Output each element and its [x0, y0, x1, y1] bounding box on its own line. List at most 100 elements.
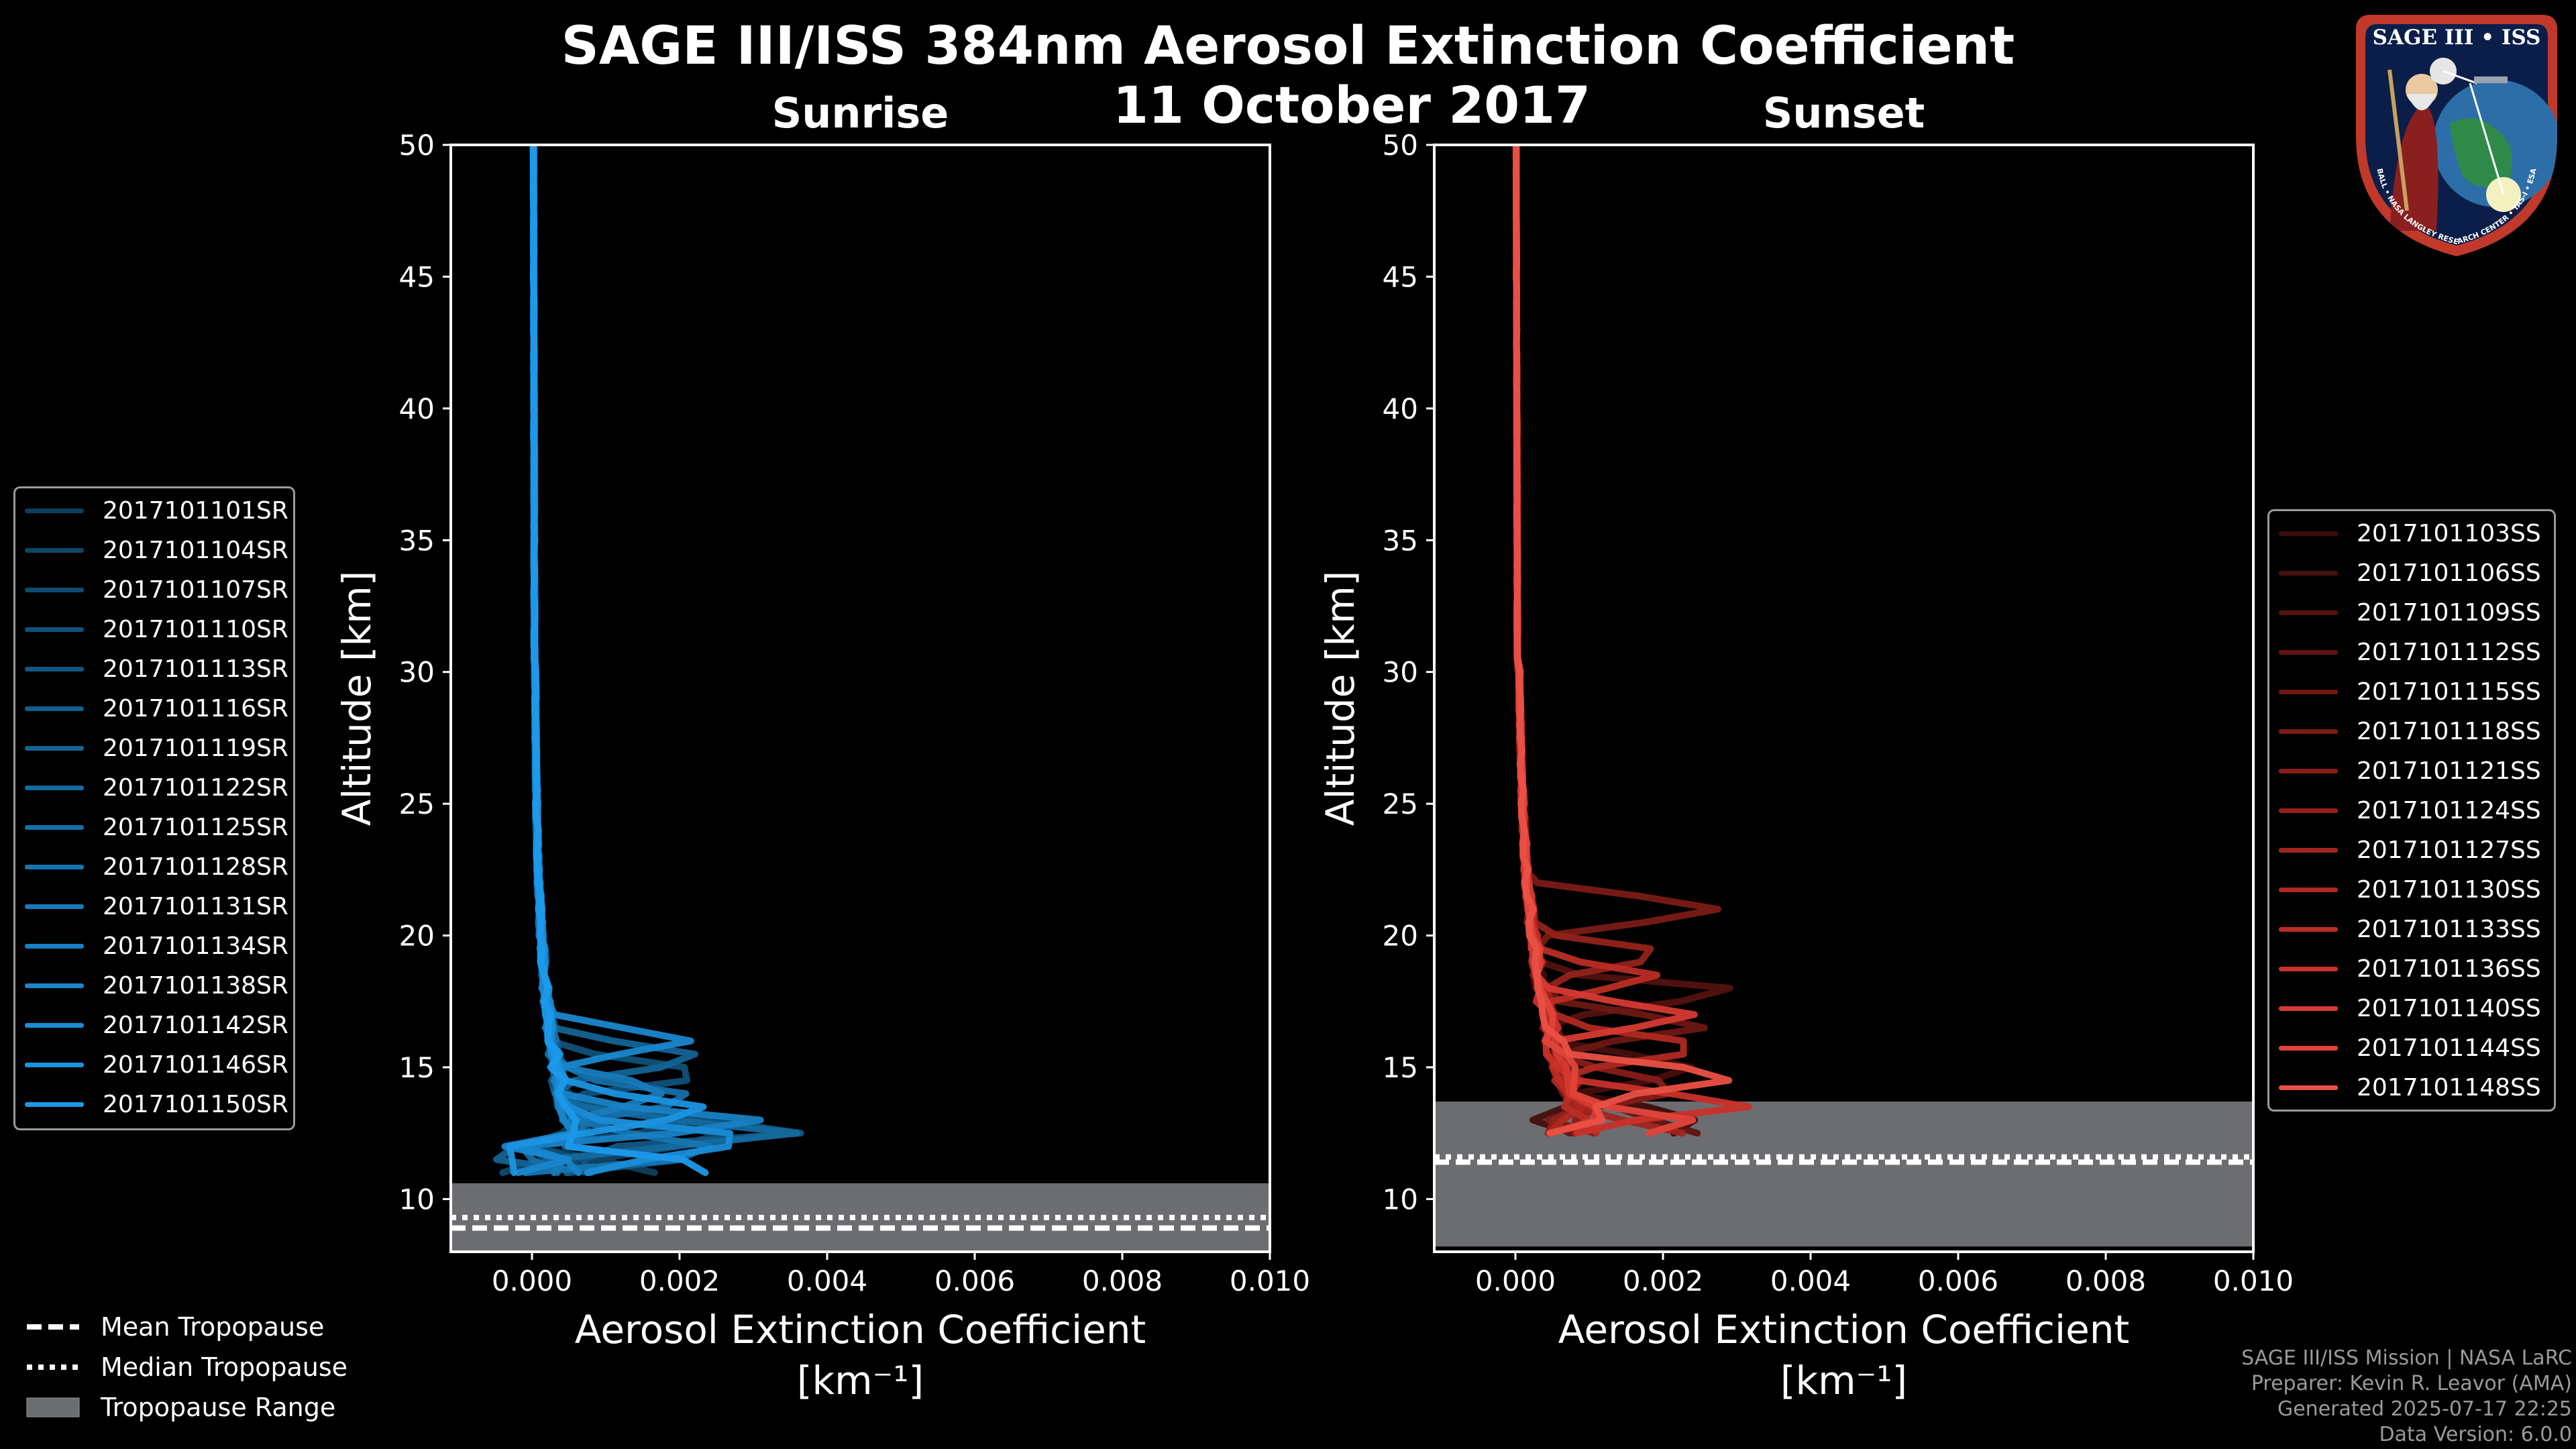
sunset-x-axis-unit: [km⁻¹] — [1780, 1358, 1907, 1403]
legend-swatch — [2279, 531, 2338, 536]
legend-label: 2017101104SR — [103, 537, 288, 564]
sunrise-ytick-label: 50 — [399, 129, 435, 162]
sunset-xtick-label: 0.010 — [2213, 1265, 2294, 1297]
sunset-xtick-label: 0.000 — [1475, 1265, 1556, 1297]
sunset-xtick-label: 0.002 — [1623, 1265, 1703, 1297]
legend-item-2017101118SS: 2017101118SS — [2269, 712, 2554, 751]
legend-item-2017101142SR: 2017101142SR — [15, 1006, 293, 1045]
sunrise-x-axis-label: Aerosol Extinction Coefficient — [575, 1307, 1146, 1352]
legend-median-tropopause: Median Tropopause — [25, 1347, 347, 1387]
legend-label: 2017101142SR — [103, 1012, 288, 1039]
legend-item-2017101131SR: 2017101131SR — [15, 887, 293, 926]
legend-swatch — [2279, 1006, 2338, 1011]
dashed-line-swatch — [25, 1317, 80, 1337]
legend-label: 2017101106SS — [2357, 559, 2541, 587]
legend-label: 2017101133SS — [2357, 916, 2541, 943]
legend-label: 2017101124SS — [2357, 797, 2541, 824]
legend-swatch — [25, 944, 84, 949]
sunset-profile-2017101148SS — [1512, 145, 1733, 1137]
sunrise-ytick-label: 15 — [399, 1051, 435, 1084]
legend-item-2017101150SR: 2017101150SR — [15, 1085, 293, 1124]
legend-item-2017101113SR: 2017101113SR — [15, 649, 293, 689]
sunrise-profile-2017101150SR — [529, 145, 709, 1177]
legend-swatch — [25, 983, 84, 988]
legend-item-2017101101SR: 2017101101SR — [15, 491, 293, 531]
legend-item-2017101122SR: 2017101122SR — [15, 768, 293, 808]
sunset-plot-frame — [1433, 144, 2255, 1253]
legend-item-2017101124SS: 2017101124SS — [2269, 791, 2554, 830]
median-tropopause-label: Median Tropopause — [101, 1352, 347, 1382]
logo-title: SAGE III • ISS — [2373, 25, 2541, 50]
legend-item-2017101115SS: 2017101115SS — [2269, 672, 2554, 712]
sunrise-legend: 2017101101SR 2017101104SR 2017101107SR 2017… — [13, 486, 295, 1130]
sunset-profiles — [1512, 145, 1752, 1137]
range-swatch — [25, 1397, 80, 1417]
legend-swatch — [25, 786, 84, 790]
credits-generated: Generated 2025-07-17 22:25 — [2277, 1397, 2572, 1421]
credits-block: SAGE III/ISS Mission | NASA LaRC Prepare… — [2241, 1346, 2572, 1448]
sunset-xtick-label: 0.004 — [1770, 1265, 1851, 1297]
legend-swatch — [2279, 808, 2338, 813]
legend-swatch — [25, 667, 84, 672]
sunset-legend: 2017101103SS 2017101106SS 2017101109SS 2017… — [2267, 509, 2556, 1112]
legend-swatch — [25, 1063, 84, 1067]
legend-item-2017101103SS: 2017101103SS — [2269, 514, 2554, 553]
legend-label: 2017101107SR — [103, 576, 288, 604]
sunset-xtick-label: 0.006 — [1918, 1265, 1998, 1297]
sunset-y-axis-label: Altitude [km] — [1318, 571, 1363, 826]
sunrise-profiles — [493, 145, 804, 1177]
legend-swatch — [25, 588, 84, 592]
legend-label: 2017101115SS — [2357, 678, 2541, 706]
sunrise-ytick-label: 10 — [399, 1183, 435, 1216]
figure-title-line1: SAGE III/ISS 384nm Aerosol Extinction Co… — [561, 16, 2015, 76]
sunrise-xtick-label: 0.006 — [934, 1265, 1015, 1297]
legend-label: 2017101131SR — [103, 893, 288, 920]
legend-label: 2017101150SR — [103, 1091, 288, 1118]
legend-swatch — [25, 746, 84, 751]
sunset-panel: 0.000 0.002 0.004 0.006 0.008 0.010 10 15 20 25 30… — [1318, 89, 2294, 1403]
legend-label: 2017101103SS — [2357, 520, 2541, 547]
legend-label: 2017101122SR — [103, 774, 288, 802]
legend-swatch — [2279, 967, 2338, 971]
legend-swatch — [2279, 927, 2338, 932]
legend-swatch — [2279, 848, 2338, 853]
legend-item-2017101128SR: 2017101128SR — [15, 847, 293, 887]
legend-label: 2017101136SS — [2357, 955, 2541, 983]
sunset-ytick-label: 10 — [1383, 1183, 1418, 1216]
legend-label: 2017101112SS — [2357, 639, 2541, 666]
sunset-ytick-label: 40 — [1383, 392, 1418, 425]
sunset-ytick-label: 15 — [1383, 1051, 1418, 1084]
sunset-ytick-label: 45 — [1383, 260, 1418, 293]
legend-label: 2017101134SR — [103, 932, 288, 960]
legend-mean-tropopause: Mean Tropopause — [25, 1307, 347, 1347]
legend-swatch — [2279, 610, 2338, 615]
sunrise-plot-frame — [449, 144, 1271, 1253]
legend-item-2017101138SR: 2017101138SR — [15, 966, 293, 1006]
figure-title-line2: 11 October 2017 — [1113, 75, 1591, 135]
sunrise-ytick-label: 30 — [399, 656, 435, 689]
legend-item-2017101125SR: 2017101125SR — [15, 808, 293, 847]
sunrise-ytick-label: 25 — [399, 788, 435, 820]
sunset-x-axis-label: Aerosol Extinction Coefficient — [1558, 1307, 2130, 1352]
legend-label: 2017101101SR — [103, 497, 288, 525]
sunset-ytick-label: 50 — [1383, 129, 1418, 162]
legend-item-2017101121SS: 2017101121SS — [2269, 751, 2554, 791]
tropopause-legend: Mean Tropopause Median Tropopause Tropop… — [25, 1307, 347, 1428]
legend-swatch — [25, 865, 84, 869]
legend-swatch — [25, 548, 84, 553]
sunrise-ytick-label: 40 — [399, 392, 435, 425]
legend-label: 2017101109SS — [2357, 599, 2541, 627]
legend-swatch — [25, 706, 84, 711]
legend-item-2017101146SR: 2017101146SR — [15, 1045, 293, 1085]
legend-swatch — [2279, 1046, 2338, 1051]
sunrise-panel-title: Sunrise — [772, 89, 949, 138]
legend-item-2017101104SR: 2017101104SR — [15, 531, 293, 570]
mean-tropopause-label: Mean Tropopause — [101, 1312, 325, 1342]
legend-swatch — [25, 825, 84, 830]
sunset-ytick-label: 30 — [1383, 656, 1418, 689]
credits-version: Data Version: 6.0.0 — [2379, 1423, 2572, 1446]
sunrise-ytick-label: 35 — [399, 524, 435, 557]
legend-item-2017101110SR: 2017101110SR — [15, 610, 293, 649]
sunset-panel-title: Sunset — [1763, 89, 1925, 138]
legend-swatch — [2279, 769, 2338, 773]
